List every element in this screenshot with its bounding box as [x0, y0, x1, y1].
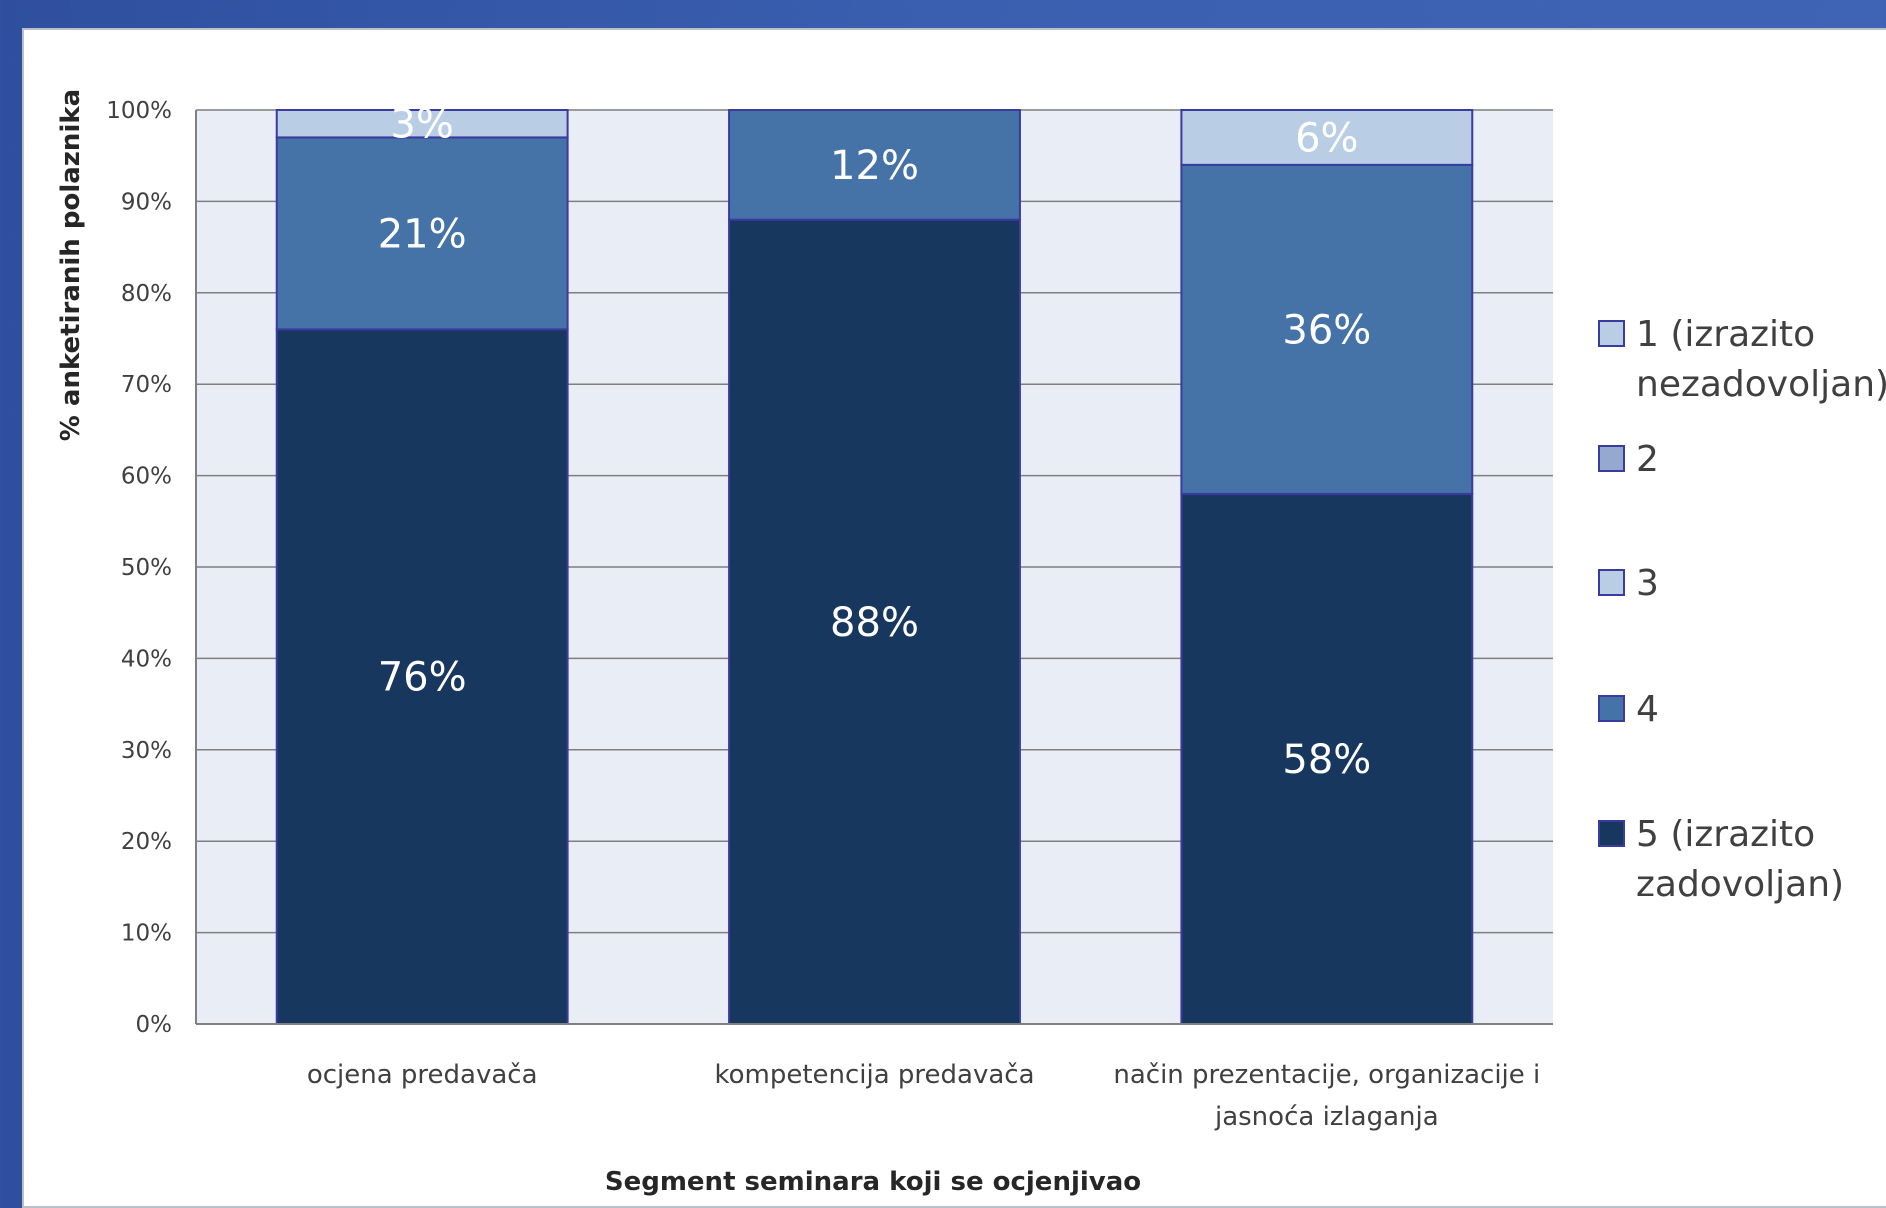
y-tick-label: 50% — [121, 555, 172, 581]
bar-segment — [728, 218, 1021, 1025]
legend-swatch — [1598, 320, 1625, 347]
y-tick-label: 80% — [121, 281, 172, 307]
y-tick-label: 20% — [121, 829, 172, 855]
data-label: 88% — [830, 600, 919, 646]
y-axis-title: % anketiranih polaznika — [56, 89, 86, 441]
bar-segment — [275, 109, 569, 139]
y-tick-label: 0% — [136, 1012, 173, 1038]
bar-segment — [1180, 109, 1474, 166]
data-label: 3% — [390, 102, 453, 148]
data-label: 6% — [1295, 115, 1358, 161]
category-label: jasnoća izlaganja — [1214, 1102, 1439, 1132]
legend-label: 1 (izrazito — [1636, 314, 1815, 355]
legend-swatch — [1598, 569, 1625, 596]
category-label: način prezentacije, organizacije i — [1113, 1060, 1540, 1090]
data-label: 58% — [1282, 737, 1371, 783]
legend-label: 5 (izrazito — [1636, 814, 1815, 855]
legend-label: 3 — [1636, 563, 1659, 604]
legend-label: 2 — [1636, 439, 1659, 480]
y-tick-label: 60% — [121, 464, 172, 490]
legend-swatch — [1598, 445, 1625, 472]
bar-segment — [728, 109, 1021, 221]
legend-swatch — [1598, 695, 1625, 722]
y-tick-label: 90% — [121, 189, 172, 215]
legend-label: zadovoljan) — [1636, 864, 1844, 905]
bar-segment — [1180, 163, 1474, 495]
legend-swatch — [1598, 820, 1625, 847]
data-label: 12% — [830, 143, 919, 189]
x-axis-title: Segment seminara koji se ocjenjivao — [605, 1167, 1141, 1196]
bar-segment — [1180, 492, 1474, 1025]
data-label: 21% — [378, 211, 467, 257]
data-label: 76% — [378, 655, 467, 701]
category-label: kompetencija predavača — [714, 1060, 1034, 1090]
data-label: 36% — [1282, 307, 1371, 353]
legend-label: nezadovoljan) — [1636, 364, 1886, 405]
legend-label: 4 — [1636, 689, 1659, 730]
y-tick-label: 30% — [121, 738, 172, 764]
y-tick-label: 70% — [121, 372, 172, 398]
y-tick-label: 40% — [121, 646, 172, 672]
y-tick-label: 10% — [121, 921, 172, 947]
y-tick-label: 100% — [106, 98, 172, 124]
category-label: ocjena predavača — [307, 1060, 538, 1090]
